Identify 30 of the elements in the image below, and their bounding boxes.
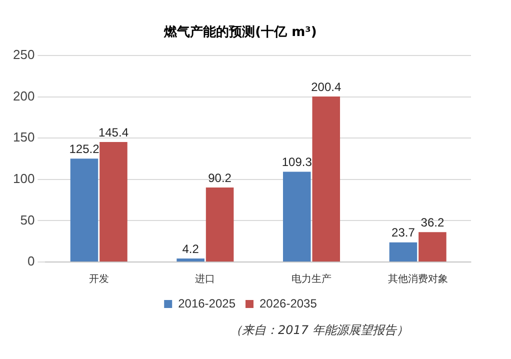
data-label: 125.2 — [69, 142, 100, 156]
data-label: 145.4 — [98, 125, 129, 140]
chart-title: 燃气产能的预测(十亿 m³) — [163, 24, 317, 40]
bar — [312, 96, 340, 262]
bar — [418, 232, 446, 262]
bar — [283, 172, 311, 262]
y-tick-label: 100 — [12, 171, 35, 186]
bar — [176, 258, 204, 262]
data-label: 90.2 — [208, 170, 232, 185]
legend-label: 2016-2025 — [178, 296, 236, 310]
bar — [389, 242, 418, 262]
y-tick-label: 50 — [20, 212, 35, 228]
bar — [70, 158, 98, 262]
y-tick-label: 200 — [12, 88, 35, 104]
y-tick-label: 250 — [12, 47, 35, 62]
x-tick-label: 其他消费对象 — [388, 272, 448, 285]
x-tick-label: 进口 — [195, 272, 216, 285]
data-label: 36.2 — [420, 215, 444, 230]
x-tick-label: 开发 — [88, 274, 109, 285]
data-label: 200.4 — [311, 80, 342, 94]
x-tick-label: 电力生产 — [292, 272, 332, 285]
text: （来自：2017 年能源展望报告） — [230, 322, 408, 339]
legend-label: 2026-2035 — [260, 296, 318, 310]
data-label: 23.7 — [392, 226, 416, 240]
y-tick-label: 0 — [27, 254, 35, 269]
y-tick-label: 150 — [12, 130, 35, 145]
data-label: 109.3 — [282, 155, 312, 170]
bar — [206, 188, 234, 262]
bar — [100, 142, 128, 262]
data-label: 4.2 — [182, 242, 200, 256]
